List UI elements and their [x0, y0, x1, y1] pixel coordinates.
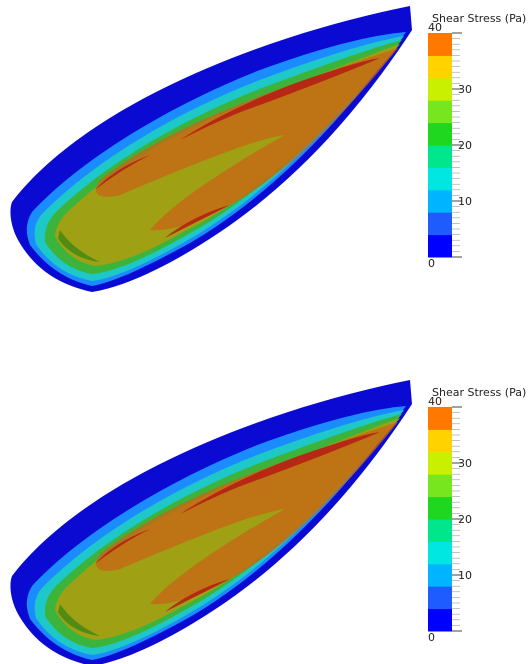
colorbar-band	[428, 586, 452, 609]
colorbar-band	[428, 123, 452, 146]
colorbar-band	[428, 541, 452, 564]
colorbar-band	[428, 564, 452, 587]
colorbar-band	[428, 78, 452, 101]
colorbar-band	[428, 167, 452, 190]
colorbar-tick-label: 30	[458, 83, 472, 96]
colorbar-band	[428, 55, 452, 78]
colorbar-band	[428, 429, 452, 452]
colorbar-band	[428, 33, 452, 56]
colorbar-band	[428, 145, 452, 168]
colorbar-band	[428, 100, 452, 123]
hull-render	[10, 6, 412, 292]
colorbar-band	[428, 497, 452, 520]
colorbar-title: Shear Stress (Pa)	[432, 386, 526, 399]
colorbar-tick-label: 20	[458, 139, 472, 152]
colorbar-tick-label: 40	[428, 395, 442, 408]
colorbar-tick-label: 0	[428, 631, 435, 644]
colorbar-band	[428, 407, 452, 430]
colorbar-tick-label: 10	[458, 569, 472, 582]
colorbar-tick-label: 10	[458, 195, 472, 208]
colorbar-tick-label: 30	[458, 457, 472, 470]
colorbar-band	[428, 190, 452, 213]
colorbar-tick-label: 40	[428, 21, 442, 34]
colorbar-band	[428, 235, 452, 258]
colorbar-band	[428, 452, 452, 475]
colorbar-band	[428, 212, 452, 235]
colorbar-title: Shear Stress (Pa)	[432, 12, 526, 25]
viewport: Shear Stress (Pa)010203040Shear Stress (…	[0, 0, 528, 664]
colorbar-band	[428, 474, 452, 497]
colorbar-band	[428, 519, 452, 542]
hull-render	[10, 380, 412, 664]
colorbar-band	[428, 609, 452, 632]
colorbar-tick-label: 20	[458, 513, 472, 526]
colorbar-tick-label: 0	[428, 257, 435, 270]
